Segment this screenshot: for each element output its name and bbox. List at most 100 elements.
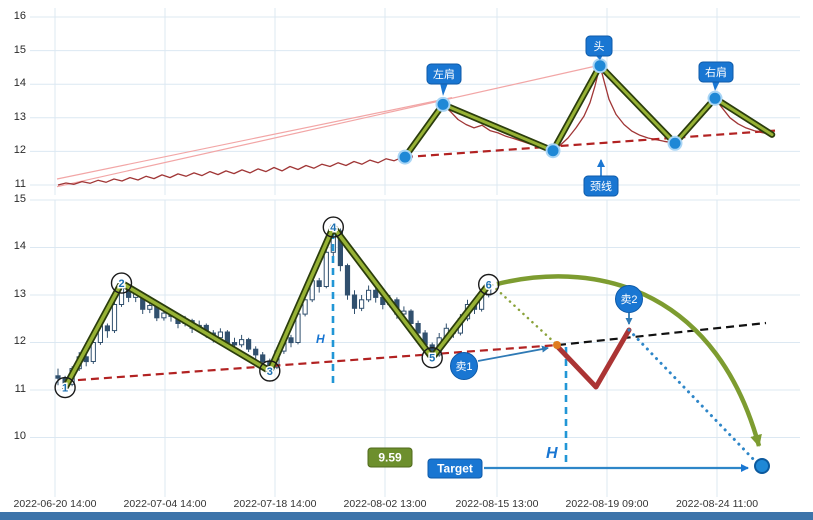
grid [30, 8, 800, 497]
target-value-box [367, 447, 413, 468]
candle-body [351, 294, 358, 309]
y-axis-tick-top: 12 [13, 144, 26, 156]
candle-body [55, 375, 61, 379]
bubble-box [698, 61, 734, 83]
wave-number: 6 [486, 280, 492, 292]
bubble-box [585, 35, 613, 57]
y-axis-tick-bottom: 10 [13, 430, 26, 442]
bubble-label: 颈线 [590, 179, 612, 193]
projection-pullback-red [553, 327, 632, 390]
y-axis-tick-bottom: 11 [14, 383, 26, 395]
y-axis-tick-top: 16 [13, 10, 26, 22]
y-axis-tick-top: 11 [14, 178, 26, 190]
candle-body [316, 280, 322, 287]
x-axis-tick: 2022-07-04 14:00 [123, 498, 207, 510]
swing-point-marker [707, 90, 723, 106]
candle-body [415, 323, 421, 334]
candle-body [288, 337, 294, 344]
bottom-strip [0, 512, 813, 520]
y-axis-tick-bottom: 15 [13, 193, 26, 205]
channel-line [56, 63, 606, 188]
height-label: H [316, 332, 325, 346]
target-value-label: 9.59 [378, 451, 402, 465]
projection-dotted-blue [627, 328, 758, 464]
wave-number: 3 [267, 366, 273, 378]
support-trendline-dashed [64, 343, 559, 383]
wave-number-circle [421, 347, 443, 369]
wave-number-circle [478, 273, 500, 296]
candle-body [239, 339, 245, 346]
candle-body [373, 289, 379, 298]
wave-number-circle [322, 216, 344, 238]
y-axis-tick-bottom: 14 [13, 240, 26, 252]
wave-number: 2 [118, 278, 124, 290]
y-axis-tick-bottom: 13 [13, 288, 26, 300]
bubble-tail [440, 83, 448, 96]
sell-signal-1-bubble [450, 352, 478, 380]
candle-body [104, 325, 111, 332]
height-label: H [546, 445, 558, 462]
candle-body [246, 339, 252, 350]
projection-curve-green [496, 274, 762, 447]
x-axis-tick: 2022-08-19 09:00 [565, 498, 649, 510]
swing-point-marker [545, 143, 561, 159]
candle-body [111, 304, 118, 332]
sell-signal-1-arrow [477, 345, 549, 362]
candle-body [323, 251, 329, 288]
sell-signal-1-label: 卖1 [455, 360, 472, 373]
x-axis-tick: 2022-08-02 13:00 [343, 498, 427, 510]
candle-body [408, 310, 414, 325]
sell-signal-2-bubble [615, 285, 643, 313]
wave-zigzag [63, 225, 491, 390]
neckline-dashed [404, 129, 776, 159]
x-axis-tick: 2022-08-24 11:00 [675, 498, 759, 510]
sell-signal-2-label: 卖2 [620, 293, 637, 306]
bubble-label: 头 [594, 40, 605, 53]
candle-body [147, 305, 153, 310]
bubble-label: 左肩 [433, 67, 455, 81]
candle-body [161, 312, 167, 319]
annotation-neckline: 颈线 [583, 159, 619, 197]
channel-line [56, 97, 453, 180]
wave-number-circle [259, 360, 281, 382]
x-axis-tick: 2022-08-15 13:00 [455, 498, 539, 510]
swing-point-marker [435, 96, 451, 112]
y-axis-tick-top: 15 [13, 44, 26, 56]
target-dot [754, 458, 770, 474]
wave-number: 5 [429, 353, 435, 365]
candle-body [231, 342, 238, 346]
candle-body [366, 289, 372, 301]
wave-number-circle [110, 272, 133, 294]
wave-number-circle [54, 376, 76, 399]
wave-number: 1 [62, 383, 68, 395]
y-axis-tick-top: 13 [13, 111, 26, 123]
candle-body [359, 299, 365, 309]
x-axis-tick: 2022-06-20 14:00 [13, 498, 97, 510]
x-axis-tick: 2022-07-18 14:00 [233, 498, 317, 510]
y-axis-tick-top: 14 [13, 77, 26, 89]
bubble-box [583, 175, 619, 197]
swing-point-marker [667, 135, 683, 151]
swing-point-marker [397, 149, 413, 165]
bubble-label: 右肩 [705, 65, 727, 79]
trendline-extension-dashed [557, 321, 767, 347]
swing-point-marker [592, 58, 608, 74]
y-axis-tick-bottom: 12 [13, 335, 26, 347]
target-label: Target [437, 462, 473, 476]
wave-number: 4 [330, 222, 337, 234]
annotation-head: 头 [585, 35, 613, 60]
target-label-box [427, 458, 483, 479]
annotation-right-shoulder: 右肩 [698, 61, 734, 91]
annotation-left-shoulder: 左肩 [426, 63, 462, 96]
projection-dotted-olive [490, 283, 557, 345]
bottom-panel: H H 1 2 3 4 5 6 卖1 卖2 9.59 Target [54, 216, 770, 479]
candle-body [260, 354, 266, 362]
bubble-tail [712, 81, 720, 91]
neckline-break-dot [553, 341, 561, 349]
candle-body [253, 348, 259, 356]
candle-body [344, 265, 351, 296]
candle-body [302, 299, 308, 315]
